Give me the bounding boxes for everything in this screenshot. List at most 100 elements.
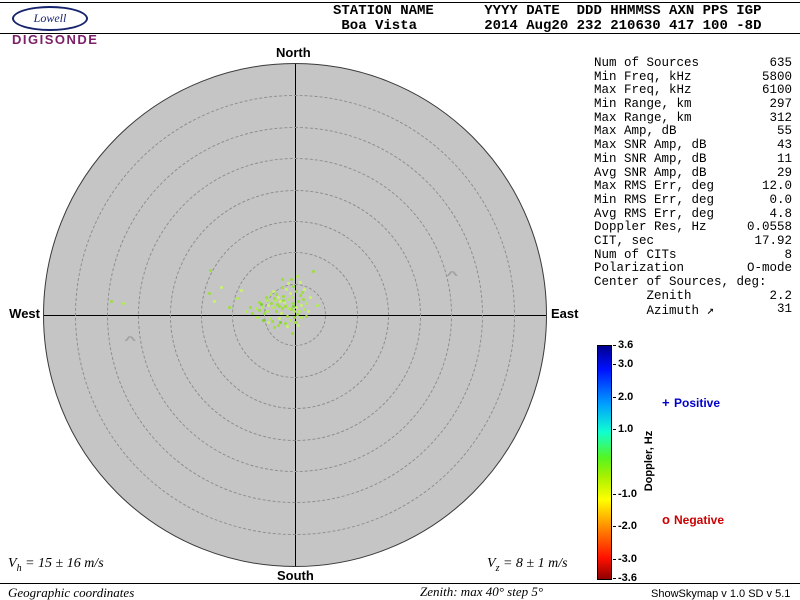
positive-legend-label: Positive: [674, 396, 721, 410]
source-dot: [281, 278, 284, 281]
stat-value: O-mode: [746, 261, 792, 276]
stats-panel: Num of Sources 635 Min Freq, kHz 5800 Max Fr…: [594, 56, 793, 318]
negative-legend-label: Negative: [674, 513, 725, 527]
source-dot: [279, 300, 282, 303]
source-dot: [287, 282, 290, 285]
stat-value: 0.0558: [746, 220, 792, 235]
source-dot: [296, 275, 299, 278]
source-dot: [302, 298, 305, 301]
colorbar-tick-mark: [613, 558, 616, 560]
source-dot: [292, 305, 295, 308]
logo-digisonde-text: DIGISONDE: [12, 32, 99, 47]
stat-value: 6100: [761, 83, 792, 98]
source-dot: [278, 305, 281, 308]
source-dot: [220, 286, 223, 289]
stat-row: Max SNR Amp, dB 43: [594, 138, 792, 152]
colorbar-tick-label: -2.0: [618, 520, 637, 533]
stat-value: 635: [769, 56, 792, 70]
source-dot: [294, 321, 297, 324]
source-dot: [267, 321, 270, 324]
source-dot: [260, 303, 263, 306]
lowell-logo-oval: Lowell: [12, 6, 88, 31]
header-separator-line: [0, 33, 800, 34]
source-dot: [275, 310, 278, 313]
stat-value: 2.2: [769, 288, 792, 303]
stat-label: Max Amp, dB: [594, 124, 677, 139]
version-label: ShowSkymap v 1.0 SD v 5.1: [651, 588, 791, 600]
lowell-digisonde-logo: Lowell DIGISONDE: [12, 6, 98, 47]
stat-label: Max SNR Amp, dB: [594, 138, 707, 153]
source-dot: [305, 315, 308, 318]
source-dot: [286, 315, 289, 318]
header-column-values: Boa Vista 2014 Aug20 232 210630 417 100 …: [333, 17, 762, 34]
source-dot: [295, 306, 298, 309]
source-dot: [277, 296, 280, 299]
chevron-mark-icon: ^: [124, 335, 137, 347]
source-dot: [236, 297, 239, 300]
stat-label: Max RMS Err, deg: [594, 179, 715, 194]
vh-value: = 15 ± 16 m/s: [21, 556, 104, 571]
source-dot: [282, 299, 285, 302]
negative-doppler-legend: o Negative: [662, 512, 724, 527]
stat-row: Azimuth ↗ 31: [594, 302, 793, 318]
stat-row: Max Freq, kHz 6100: [594, 83, 792, 97]
stat-label: Min Range, km: [594, 97, 692, 112]
stat-value: 17.92: [754, 233, 792, 248]
source-dot: [281, 307, 284, 310]
source-dot: [285, 288, 288, 291]
header-column-labels: STATION NAME YYYY DATE DDD HHMMSS AXN PP…: [333, 3, 762, 19]
chevron-mark-icon: ^: [446, 270, 459, 282]
stat-label: Polarization: [594, 261, 685, 276]
stat-value: 12.0: [761, 179, 792, 194]
stat-label: CIT, sec: [594, 233, 655, 248]
source-dot: [291, 332, 294, 335]
stat-label: Zenith: [594, 288, 692, 303]
skymap-plot: ^ ^: [43, 63, 547, 567]
top-border-line: [0, 2, 800, 3]
source-dot: [240, 289, 243, 292]
source-dot: [274, 299, 277, 302]
stat-value: 8: [784, 247, 792, 262]
colorbar-tick-label: 3.6: [618, 339, 634, 351]
source-dot: [249, 306, 252, 309]
colorbar-tick-mark: [613, 493, 616, 495]
colorbar-tick-mark: [613, 396, 616, 398]
coordinates-mode-label: Geographic coordinates: [8, 585, 135, 600]
stat-value: 55: [776, 124, 792, 139]
stat-row: Polarization O-mode: [594, 261, 792, 275]
colorbar-tick-label: -3.6: [618, 572, 637, 584]
source-dot: [262, 319, 265, 322]
source-dot: [265, 296, 268, 299]
source-dot: [290, 308, 293, 311]
stat-label: Avg RMS Err, deg: [594, 206, 715, 221]
source-dot: [269, 317, 272, 320]
source-dot: [298, 310, 301, 313]
source-dot: [280, 312, 283, 315]
vh-subscript: h: [16, 562, 22, 574]
colorbar-tick-label: 1.0: [618, 423, 634, 436]
source-dot: [263, 312, 266, 315]
source-dot: [228, 306, 231, 309]
source-dot: [309, 296, 312, 299]
source-dot: [209, 269, 212, 272]
source-dot: [307, 310, 310, 313]
stat-row: Num of CITs 8: [594, 248, 792, 262]
source-dot: [297, 300, 300, 303]
source-dot: [272, 290, 275, 293]
source-dot: [284, 305, 287, 308]
colorbar-tick-mark: [613, 364, 616, 366]
stat-value: 31: [776, 302, 792, 317]
source-dot: [281, 286, 284, 289]
stat-row: Avg RMS Err, deg 4.8: [594, 207, 792, 221]
stat-row: Center of Sources, deg:: [594, 275, 792, 289]
source-dot: [208, 292, 211, 295]
source-dot: [299, 294, 302, 297]
colorbar-tick-label: 2.0: [618, 390, 634, 403]
source-dot: [272, 306, 275, 309]
source-dot: [305, 302, 308, 305]
colorbar: [597, 345, 612, 580]
stat-label: Max Freq, kHz: [594, 83, 692, 98]
source-dot: [275, 293, 278, 296]
source-dot: [283, 301, 286, 304]
